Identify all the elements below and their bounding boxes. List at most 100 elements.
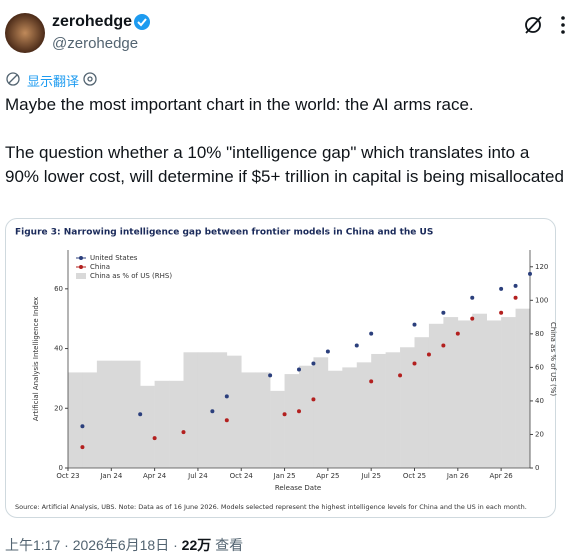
y2-tick-label: 40 bbox=[535, 397, 544, 405]
point bbox=[413, 361, 417, 365]
area-step bbox=[472, 314, 487, 468]
x-tick-label: Oct 25 bbox=[403, 472, 426, 480]
y-tick-label: 0 bbox=[59, 464, 63, 472]
area-step bbox=[342, 367, 357, 468]
point bbox=[499, 311, 503, 315]
area-step bbox=[241, 372, 256, 468]
point bbox=[369, 332, 373, 336]
point bbox=[413, 323, 417, 327]
y-tick-label: 20 bbox=[54, 404, 63, 412]
point bbox=[182, 430, 186, 434]
legend-dot bbox=[79, 256, 83, 260]
more-icon[interactable] bbox=[561, 16, 565, 34]
y2-tick-label: 60 bbox=[535, 363, 544, 371]
area-step bbox=[328, 371, 343, 468]
point bbox=[355, 344, 359, 348]
point bbox=[326, 350, 330, 354]
area-step bbox=[400, 347, 415, 468]
chart-source: Source: Artificial Analysis, UBS. Note: … bbox=[15, 503, 527, 511]
chart-title: Figure 3: Narrowing intelligence gap bet… bbox=[15, 228, 433, 238]
x-tick-label: Jan 25 bbox=[273, 472, 296, 480]
point bbox=[225, 394, 229, 398]
legend-dot bbox=[79, 265, 83, 269]
area-step bbox=[313, 357, 328, 468]
x-tick-label: Jul 24 bbox=[187, 472, 208, 480]
area-step bbox=[184, 352, 199, 468]
y2-tick-label: 100 bbox=[535, 296, 548, 304]
area-step bbox=[68, 372, 83, 468]
x-tick-label: Jul 25 bbox=[360, 472, 381, 480]
y2-tick-label: 80 bbox=[535, 330, 544, 338]
area-step bbox=[386, 352, 401, 468]
point bbox=[225, 418, 229, 422]
point bbox=[210, 409, 214, 413]
y2-tick-label: 120 bbox=[535, 263, 548, 271]
area-step bbox=[155, 381, 170, 468]
point bbox=[499, 287, 503, 291]
area-step bbox=[227, 356, 242, 468]
legend-label: China as % of US (RHS) bbox=[90, 272, 172, 280]
x-tick-label: Oct 24 bbox=[230, 472, 254, 480]
point bbox=[514, 284, 518, 288]
point bbox=[297, 367, 301, 371]
translate-icon bbox=[7, 73, 19, 85]
point bbox=[441, 311, 445, 315]
point bbox=[369, 379, 373, 383]
verified-badge bbox=[134, 14, 150, 30]
point bbox=[470, 317, 474, 321]
point bbox=[398, 373, 402, 377]
area-step bbox=[443, 317, 458, 468]
area-step bbox=[501, 317, 516, 468]
point bbox=[456, 332, 460, 336]
area-step bbox=[198, 352, 213, 468]
settings-icon[interactable] bbox=[84, 73, 96, 85]
point bbox=[80, 424, 84, 428]
area-step bbox=[299, 366, 314, 468]
point bbox=[283, 412, 287, 416]
point bbox=[297, 409, 301, 413]
x-axis-label: Release Date bbox=[275, 484, 321, 492]
area-step bbox=[415, 337, 430, 468]
area-step bbox=[212, 352, 227, 468]
x-tick-label: Oct 23 bbox=[56, 472, 79, 480]
point bbox=[268, 373, 272, 377]
point bbox=[138, 412, 142, 416]
point bbox=[311, 397, 315, 401]
area-step bbox=[140, 386, 155, 468]
x-tick-label: Jan 24 bbox=[99, 472, 122, 480]
x-tick-label: Jan 26 bbox=[446, 472, 469, 480]
area-step bbox=[285, 374, 300, 468]
area-step bbox=[82, 372, 97, 468]
y-tick-label: 60 bbox=[54, 285, 63, 293]
area-step bbox=[270, 391, 285, 468]
x-tick-label: Apr 26 bbox=[490, 472, 514, 480]
area-step bbox=[97, 361, 112, 468]
area-step bbox=[458, 320, 473, 468]
y-axis-label: Artificial Analysis Intelligence Index bbox=[32, 297, 40, 421]
grok-icon[interactable] bbox=[526, 17, 541, 33]
y2-tick-label: 20 bbox=[535, 430, 544, 438]
point bbox=[153, 436, 157, 440]
area-step bbox=[169, 381, 184, 468]
point bbox=[528, 272, 532, 276]
area-step bbox=[487, 320, 502, 468]
point bbox=[427, 353, 431, 357]
y2-axis-label: China as % of US (%) bbox=[549, 322, 557, 396]
area-step bbox=[357, 362, 372, 468]
y2-tick-label: 0 bbox=[535, 464, 539, 472]
area-step bbox=[111, 361, 126, 468]
point bbox=[470, 296, 474, 300]
area-step bbox=[256, 372, 271, 468]
x-tick-label: Apr 24 bbox=[143, 472, 167, 480]
point bbox=[311, 361, 315, 365]
y-tick-label: 40 bbox=[54, 345, 63, 353]
area-step bbox=[516, 309, 531, 468]
point bbox=[441, 344, 445, 348]
legend-label: China bbox=[90, 263, 110, 271]
area-step bbox=[371, 354, 386, 468]
point bbox=[514, 296, 518, 300]
point bbox=[80, 445, 84, 449]
avatar[interactable] bbox=[5, 13, 45, 53]
